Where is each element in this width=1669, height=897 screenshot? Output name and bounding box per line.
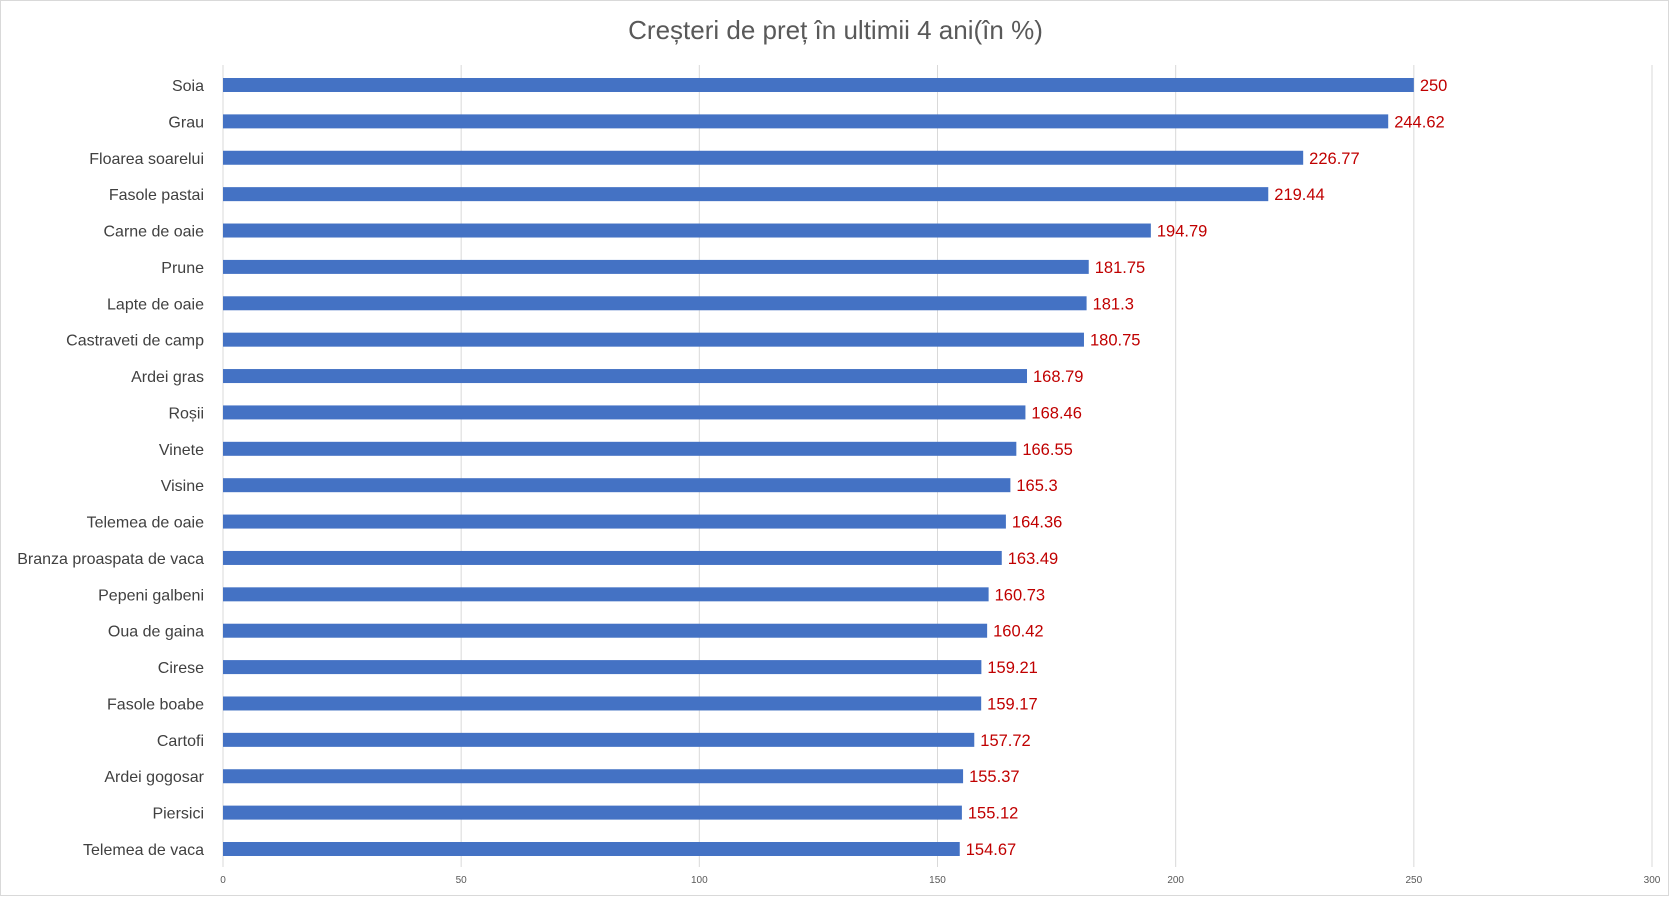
category-label: Ardei gogosar bbox=[104, 769, 204, 786]
x-tick-label: 150 bbox=[929, 875, 946, 886]
category-label: Lapte de oaie bbox=[107, 296, 204, 313]
bar bbox=[223, 587, 989, 602]
bar bbox=[223, 259, 1089, 274]
category-label: Floarea soarelui bbox=[89, 151, 204, 168]
data-label: 244.62 bbox=[1394, 113, 1444, 131]
data-label: 168.79 bbox=[1033, 368, 1083, 386]
bar bbox=[223, 369, 1028, 384]
category-label: Oua de gaina bbox=[108, 624, 204, 641]
category-label: Branza proaspata de vaca bbox=[17, 551, 204, 568]
bar bbox=[223, 696, 982, 711]
bar bbox=[223, 150, 1304, 165]
category-label: Pepeni galbeni bbox=[98, 587, 204, 604]
x-tick-label: 100 bbox=[691, 875, 708, 886]
x-tick-label: 250 bbox=[1405, 875, 1422, 886]
bar bbox=[223, 187, 1269, 202]
x-tick-label: 50 bbox=[456, 875, 468, 886]
data-label: 164.36 bbox=[1012, 514, 1062, 532]
category-label: Roșii bbox=[168, 405, 204, 422]
bar bbox=[223, 405, 1026, 420]
bar bbox=[223, 514, 1006, 529]
category-label: Fasole pastai bbox=[109, 187, 204, 204]
data-label: 166.55 bbox=[1022, 441, 1072, 459]
data-label: 160.42 bbox=[993, 623, 1043, 641]
bar bbox=[223, 441, 1017, 456]
data-label: 226.77 bbox=[1309, 150, 1359, 168]
chart-title: Creșteri de preț în ultimii 4 ani(în %) bbox=[628, 15, 1043, 45]
category-label: Visine bbox=[161, 478, 204, 495]
data-label: 160.73 bbox=[995, 586, 1045, 604]
category-label: Piersici bbox=[152, 806, 204, 823]
bar bbox=[223, 296, 1087, 311]
category-label: Telemea de oaie bbox=[87, 515, 205, 532]
bar bbox=[223, 332, 1084, 347]
x-tick-label: 0 bbox=[220, 875, 226, 886]
bar bbox=[223, 842, 960, 856]
bar bbox=[223, 805, 962, 820]
x-tick-label: 300 bbox=[1644, 875, 1661, 886]
category-label: Ardei gras bbox=[131, 369, 204, 386]
category-label: Cirese bbox=[158, 660, 204, 677]
category-label: Prune bbox=[161, 260, 204, 277]
category-label: Castraveti de camp bbox=[66, 333, 204, 350]
data-label: 180.75 bbox=[1090, 332, 1140, 350]
data-label: 181.3 bbox=[1093, 295, 1134, 313]
data-label: 157.72 bbox=[980, 732, 1030, 750]
category-label: Carne de oaie bbox=[103, 224, 204, 241]
bar bbox=[223, 550, 1002, 565]
data-label: 159.17 bbox=[987, 695, 1037, 713]
category-label: Fasole boabe bbox=[107, 696, 204, 713]
data-label: 219.44 bbox=[1274, 186, 1324, 204]
data-label: 155.37 bbox=[969, 768, 1019, 786]
data-label: 168.46 bbox=[1031, 404, 1081, 422]
bar bbox=[223, 623, 988, 638]
category-label: Soia bbox=[172, 78, 204, 95]
bar bbox=[223, 732, 975, 747]
bar bbox=[223, 478, 1011, 493]
category-label: Telemea de vaca bbox=[83, 842, 204, 859]
category-label: Grau bbox=[168, 114, 204, 131]
bar bbox=[223, 769, 964, 784]
data-label: 155.12 bbox=[968, 805, 1018, 823]
category-label: Cartofi bbox=[157, 733, 204, 750]
data-label: 154.67 bbox=[966, 841, 1016, 859]
bar bbox=[223, 78, 1414, 92]
data-label: 163.49 bbox=[1008, 550, 1058, 568]
data-label: 250 bbox=[1420, 77, 1448, 95]
data-label: 165.3 bbox=[1016, 477, 1057, 495]
data-label: 194.79 bbox=[1157, 223, 1207, 241]
bar bbox=[223, 223, 1151, 238]
bar bbox=[223, 660, 982, 675]
category-label: Vinete bbox=[159, 442, 204, 459]
data-label: 159.21 bbox=[987, 659, 1037, 677]
x-tick-label: 200 bbox=[1167, 875, 1184, 886]
bar bbox=[223, 114, 1389, 129]
data-label: 181.75 bbox=[1095, 259, 1145, 277]
